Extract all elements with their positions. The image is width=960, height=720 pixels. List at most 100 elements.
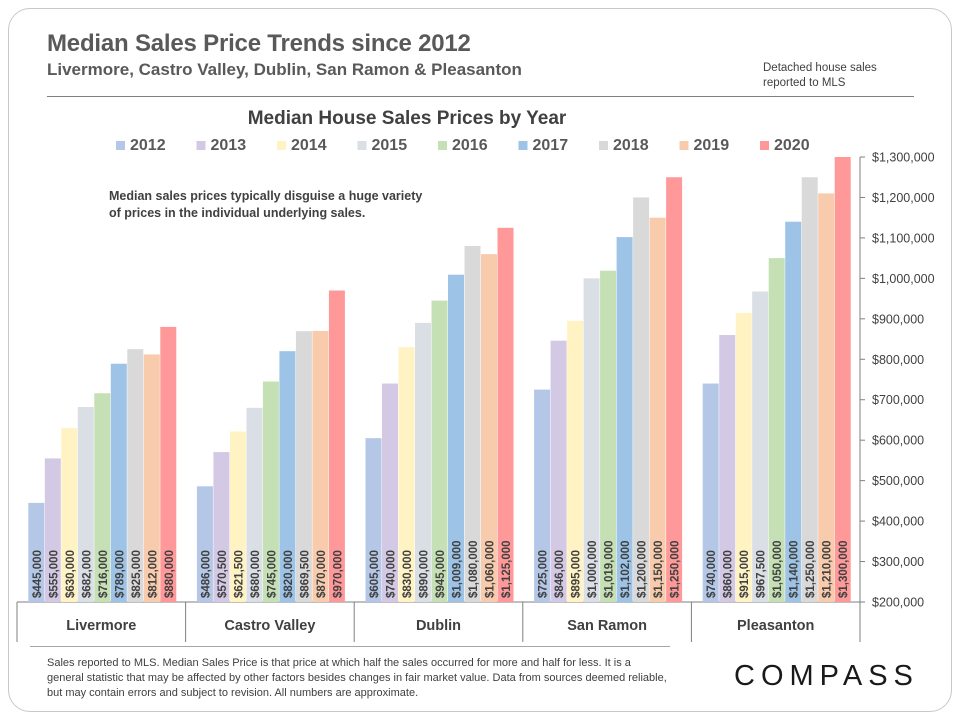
category-label: Castro Valley [224,618,315,634]
bar [328,290,345,602]
bar [719,335,736,602]
y-tick-label: $300,000 [872,555,924,569]
bar-value-label: $1,210,000 [822,540,834,598]
legend-swatch [679,141,689,150]
bar-value-label: $1,150,000 [653,540,665,598]
bar-value-label: $860,000 [723,550,735,598]
annotation-line2: of prices in the individual underlying s… [109,206,365,220]
bar [61,428,78,602]
legend-label: 2012 [130,137,166,154]
bar [633,197,650,603]
legend-label: 2020 [774,137,810,154]
bar-value-label: $1,080,000 [468,540,480,598]
legend-label: 2013 [211,137,247,154]
bar [801,177,818,602]
bar-value-label: $820,000 [283,550,295,598]
bar-value-label: $1,300,000 [838,540,850,598]
y-tick-label: $800,000 [872,353,924,367]
bar [279,351,296,602]
bar [28,502,45,602]
bar [550,340,567,602]
bar-value-label: $890,000 [419,550,431,598]
bar-value-label: $1,140,000 [789,540,801,598]
bar [246,407,263,602]
bar [448,274,464,602]
bar [583,278,600,602]
y-tick-label: $400,000 [872,515,924,529]
bar [213,452,230,602]
legend-label: 2018 [613,137,649,154]
bar-value-label: $1,060,000 [485,540,497,598]
bar [415,322,431,602]
bar-value-label: $830,000 [402,550,414,598]
category-label: Dublin [416,618,461,634]
bar-value-label: $1,000,000 [587,540,599,598]
bar-value-label: $740,000 [706,550,718,598]
bar [77,407,94,602]
legend-label: 2017 [533,137,569,154]
header-divider [47,96,914,97]
bar [666,177,683,602]
bar [160,326,177,602]
y-tick-label: $1,200,000 [872,191,935,205]
footnote: Sales reported to MLS. Median Sales Pric… [47,657,667,699]
y-tick-label: $1,100,000 [872,231,935,245]
bar-value-label: $1,200,000 [637,540,649,598]
bar [398,347,415,602]
legend-swatch [518,141,528,150]
bar-value-label: $1,019,000 [604,540,616,598]
y-tick-label: $700,000 [872,393,924,407]
bar-value-label: $789,000 [114,550,126,598]
bar-value-label: $870,000 [316,550,328,598]
footnote-divider [30,646,670,647]
bar [312,330,329,602]
bar [567,320,584,602]
bar [229,431,246,602]
y-tick-label: $1,300,000 [872,151,935,165]
source-note-line2: reported to MLS [763,77,846,89]
bar [752,291,769,602]
page-title: Median Sales Price Trends since 2012 [47,30,471,57]
source-note: Detached house sales reported to MLS [763,61,913,91]
bar [616,237,633,602]
bar [785,221,802,602]
legend-swatch [599,141,608,150]
bar [262,381,279,602]
bar [818,193,835,602]
legend-label: 2014 [291,137,327,154]
bar-value-label: $682,000 [81,550,93,598]
bar-value-label: $970,000 [332,550,344,598]
chart-title: Median House Sales Prices by Year [248,108,567,129]
bar-value-label: $869,500 [299,550,311,598]
bar-value-label: $895,000 [571,550,583,598]
bar [481,254,497,602]
bar [295,331,312,602]
bar [143,354,160,602]
bar-value-label: $1,102,000 [620,540,632,598]
bar-value-label: $1,250,000 [805,540,817,598]
bar [464,246,481,602]
bar-value-label: $880,000 [164,550,176,598]
category-label: San Ramon [567,618,647,634]
bar [735,312,752,602]
bar-value-label: $945,000 [435,550,447,598]
source-note-line1: Detached house sales [763,62,877,74]
bar-value-label: $846,000 [554,550,566,598]
y-tick-label: $500,000 [872,474,924,488]
legend-swatch [196,141,206,150]
bar [44,458,61,602]
bar-value-label: $716,000 [98,550,110,598]
bar-value-label: $740,000 [386,550,398,598]
bar-value-label: $745,000 [266,550,278,598]
legend-swatch [357,141,367,150]
legend-label: 2016 [452,137,488,154]
bar-value-label: $725,000 [538,550,550,598]
bar-value-label: $621,500 [233,550,245,598]
bar [768,258,785,602]
y-tick-label: $900,000 [872,312,924,326]
bar-value-label: $1,125,000 [501,540,513,598]
bar [382,383,398,602]
bar-value-label: $812,000 [147,550,159,598]
bar [94,393,111,602]
